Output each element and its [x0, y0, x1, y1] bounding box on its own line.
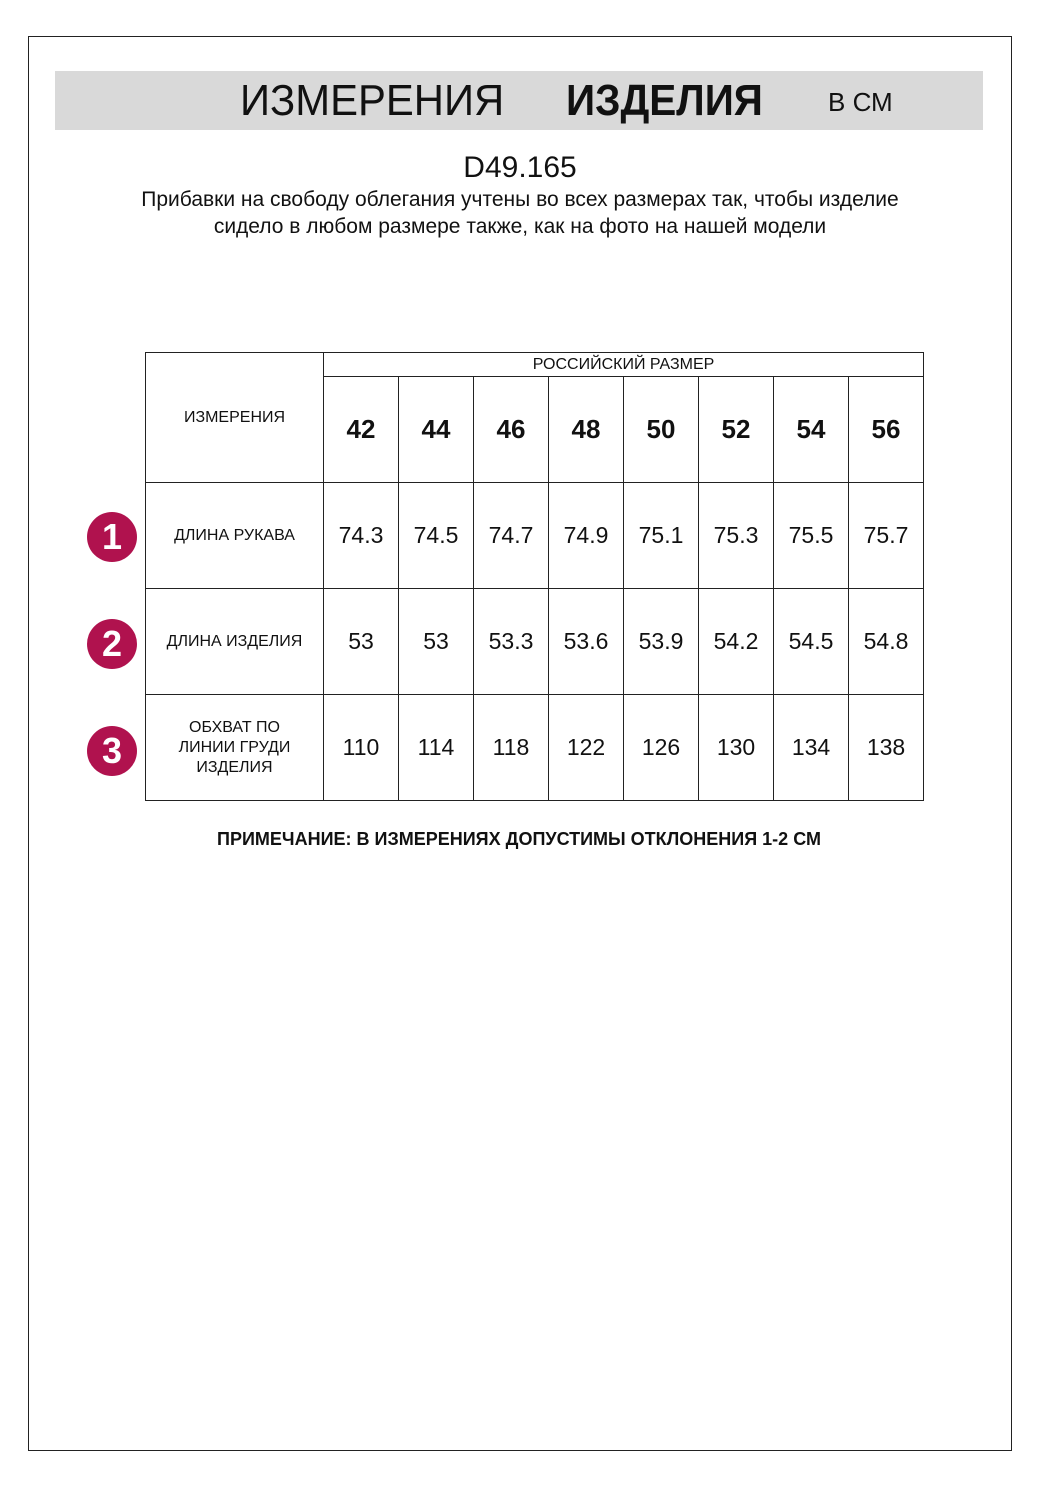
value-cell: 138: [848, 694, 924, 801]
table-row: ОБХВАТ ПО ЛИНИИ ГРУДИ ИЗДЕЛИЯ 110 114 118 12…: [145, 694, 924, 801]
value-cell: 74.5: [398, 482, 474, 589]
value-cell: 74.9: [548, 482, 624, 589]
row-number-marker: 1: [87, 512, 137, 562]
size-header-cell: 54: [773, 376, 849, 483]
value-cell: 114: [398, 694, 474, 801]
product-code: D49.165: [463, 151, 577, 184]
row-number-marker: 2: [87, 619, 137, 669]
size-header-cell: 52: [698, 376, 774, 483]
value-cell: 53: [323, 588, 399, 695]
value-cell: 75.1: [623, 482, 699, 589]
table-row: ДЛИНА ИЗДЕЛИЯ 53 53 53.3 53.6 53.9 54.2 54.5 54.…: [145, 588, 924, 695]
value-cell: 53.6: [548, 588, 624, 695]
measure-header: ИЗМЕРЕНИЯ: [145, 352, 324, 483]
value-cell: 54.5: [773, 588, 849, 695]
value-cell: 75.7: [848, 482, 924, 589]
value-cell: 122: [548, 694, 624, 801]
value-cell: 130: [698, 694, 774, 801]
value-cell: 53.3: [473, 588, 549, 695]
size-header-cell: 44: [398, 376, 474, 483]
table-row: ДЛИНА РУКАВА 74.3 74.5 74.7 74.9 75.1 75.3 75.5…: [145, 482, 924, 589]
note: ПРИМЕЧАНИЕ: В ИЗМЕРЕНИЯХ ДОПУСТИМЫ ОТКЛО…: [217, 829, 821, 849]
size-table: ИЗМЕРЕНИЯ РОССИЙСКИЙ РАЗМЕР 42 44 46 48 50 52…: [145, 352, 924, 801]
title-unit: В СМ: [828, 87, 893, 117]
row-number-marker: 3: [87, 726, 137, 776]
size-header: РОССИЙСКИЙ РАЗМЕР: [323, 352, 924, 377]
value-cell: 118: [473, 694, 549, 801]
value-cell: 53.9: [623, 588, 699, 695]
value-cell: 54.8: [848, 588, 924, 695]
title-banner: [55, 71, 983, 130]
value-cell: 110: [323, 694, 399, 801]
size-header-cell: 56: [848, 376, 924, 483]
value-cell: 134: [773, 694, 849, 801]
size-header-cell: 50: [623, 376, 699, 483]
row-label: ДЛИНА ИЗДЕЛИЯ: [145, 588, 324, 695]
value-cell: 75.3: [698, 482, 774, 589]
value-cell: 75.5: [773, 482, 849, 589]
value-cell: 53: [398, 588, 474, 695]
row-label: ДЛИНА РУКАВА: [145, 482, 324, 589]
title-regular: ИЗМЕРЕНИЯ: [240, 76, 505, 125]
description: Прибавки на свободу облегания учтены во …: [141, 188, 899, 238]
value-cell: 74.7: [473, 482, 549, 589]
table-body: ДЛИНА РУКАВА 74.3 74.5 74.7 74.9 75.1 75.3 75.5…: [145, 482, 924, 801]
value-cell: 74.3: [323, 482, 399, 589]
value-cell: 126: [623, 694, 699, 801]
size-header-cell: 46: [473, 376, 549, 483]
row-label: ОБХВАТ ПО ЛИНИИ ГРУДИ ИЗДЕЛИЯ: [145, 694, 324, 801]
page-frame: [28, 36, 1012, 1451]
size-header-cell: 42: [323, 376, 399, 483]
size-header-cell: 48: [548, 376, 624, 483]
value-cell: 54.2: [698, 588, 774, 695]
title-bold: ИЗДЕЛИЯ: [566, 76, 763, 125]
